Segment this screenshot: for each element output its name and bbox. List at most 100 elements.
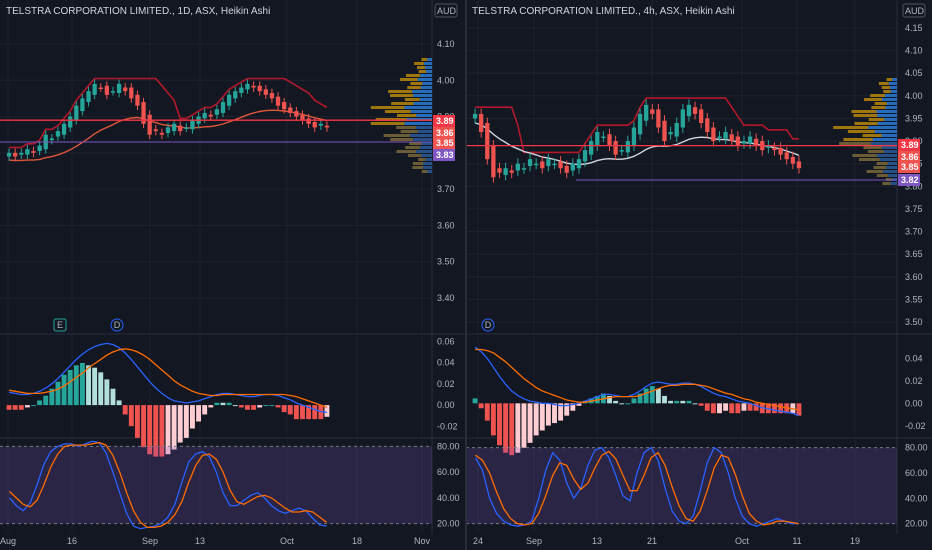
macd-histogram-bar xyxy=(564,403,570,416)
volume-profile-bar xyxy=(421,170,428,173)
candle-body xyxy=(202,112,207,119)
macd-histogram-bar xyxy=(116,400,122,406)
time-tick-label: 11 xyxy=(792,536,801,546)
chart-title: TELSTRA CORPORATION LIMITED., 1D, ASX, H… xyxy=(6,6,270,17)
candle-body xyxy=(220,102,226,113)
volume-profile-bar xyxy=(854,122,878,125)
candle-body xyxy=(619,150,624,152)
volume-profile-bar xyxy=(878,82,889,85)
time-tick-label: Oct xyxy=(280,536,295,546)
macd-histogram-bar xyxy=(86,365,91,406)
time-tick-label: 13 xyxy=(592,536,602,546)
volume-profile-bar xyxy=(862,134,882,137)
volume-profile-bar xyxy=(388,90,413,93)
stochastic-band-fill xyxy=(0,446,432,524)
macd-tick-label: 0.06 xyxy=(437,336,455,346)
volume-profile-bar xyxy=(883,90,891,93)
volume-profile-bar xyxy=(410,134,432,137)
volume-profile-bar xyxy=(396,150,417,153)
volume-profile-bar xyxy=(886,102,897,105)
price-tag-label: 3.82 xyxy=(901,175,919,185)
candle-body xyxy=(491,145,496,178)
daily-chart-panel[interactable]: Aug16Sep13Oct18Nov4.104.003.903.803.703.… xyxy=(0,0,466,546)
volume-profile-bar xyxy=(882,98,897,101)
candle-body xyxy=(625,141,630,153)
volume-profile-bar xyxy=(874,102,887,105)
stochastic-tick-label: 80.00 xyxy=(437,441,460,451)
candle-body xyxy=(540,161,545,169)
time-tick-label: Aug xyxy=(0,536,16,546)
candle-body xyxy=(171,123,177,132)
volume-profile-bar xyxy=(890,90,897,93)
macd-histogram-bar xyxy=(533,403,539,436)
chart-title: TELSTRA CORPORATION LIMITED., 4h, ASX, H… xyxy=(472,6,735,17)
volume-profile-bar xyxy=(413,102,432,105)
volume-profile-bar xyxy=(887,174,897,177)
candle-body xyxy=(527,159,533,166)
volume-profile-bar xyxy=(419,146,432,149)
macd-histogram-bar xyxy=(527,403,533,443)
candle-body xyxy=(129,87,134,99)
macd-histogram-bar xyxy=(300,405,305,420)
macd-signal-line xyxy=(475,348,800,411)
volume-profile-bar xyxy=(409,142,422,145)
candle-body xyxy=(576,159,582,169)
macd-histogram-bar xyxy=(552,403,557,424)
volume-profile-bar xyxy=(420,86,432,89)
macd-histogram-bar xyxy=(287,405,293,415)
time-tick-label: 24 xyxy=(473,536,483,546)
time-tick-label: Sep xyxy=(526,536,542,546)
candle-body xyxy=(80,98,85,112)
macd-histogram-bar xyxy=(73,365,79,406)
volume-profile-bar xyxy=(881,86,891,89)
four-hour-chart-panel[interactable]: 24Sep1321Oct11194.154.104.054.003.953.90… xyxy=(466,0,932,546)
candle-body xyxy=(644,104,649,121)
macd-histogram-bar xyxy=(704,403,710,411)
volume-profile-bar xyxy=(867,150,884,153)
candle-body xyxy=(582,150,588,162)
macd-histogram-bar xyxy=(503,403,509,453)
macd-histogram-bar xyxy=(558,403,564,421)
macd-histogram-bar xyxy=(18,405,24,410)
macd-histogram-bar xyxy=(649,386,655,404)
candle-body xyxy=(662,120,667,142)
volume-profile-bar xyxy=(383,134,411,137)
volume-profile-bar xyxy=(425,66,432,69)
volume-profile-bar xyxy=(416,150,432,153)
stochastic-d-line xyxy=(8,441,327,529)
volume-profile-bar xyxy=(876,162,888,165)
candle-body xyxy=(607,134,612,146)
candle-body xyxy=(300,114,305,121)
macd-histogram-bar xyxy=(202,405,208,415)
volume-profile-bar xyxy=(843,138,873,141)
price-tick-label: 4.10 xyxy=(905,46,923,56)
currency-badge xyxy=(434,3,458,18)
volume-profile-bar xyxy=(417,130,432,133)
macd-histogram-bar xyxy=(67,370,73,406)
volume-profile-bar xyxy=(414,62,424,65)
candle-body xyxy=(263,89,268,95)
candle-body xyxy=(31,151,36,153)
price-tick-label: 3.50 xyxy=(437,257,455,267)
candle-body xyxy=(306,118,311,124)
candle-body xyxy=(214,109,220,115)
candle-body xyxy=(159,132,165,135)
macd-histogram-bar xyxy=(717,403,722,414)
macd-histogram-bar xyxy=(214,402,220,406)
candle-body xyxy=(288,107,293,113)
volume-profile-bar xyxy=(883,150,897,153)
volume-profile-bar xyxy=(833,126,869,129)
stochastic-tick-label: 20.00 xyxy=(437,519,460,529)
candle-body xyxy=(233,91,238,99)
macd-histogram-bar xyxy=(607,395,612,404)
macd-tick-label: 0.02 xyxy=(905,376,923,386)
macd-tick-label: 0.04 xyxy=(905,353,923,363)
candle-body xyxy=(699,109,704,123)
volume-profile-bar xyxy=(885,106,897,109)
volume-profile-bar xyxy=(883,170,897,173)
candle-body xyxy=(796,161,802,169)
candle-body xyxy=(6,152,12,157)
stochastic-tick-label: 40.00 xyxy=(437,493,460,503)
volume-profile-bar xyxy=(370,106,405,109)
macd-histogram-bar xyxy=(12,405,18,410)
